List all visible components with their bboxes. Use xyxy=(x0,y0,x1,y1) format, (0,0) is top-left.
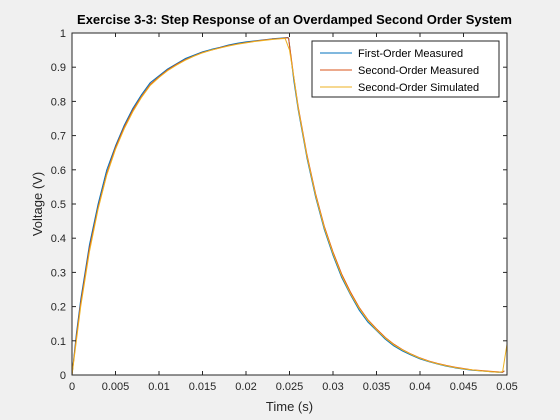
y-axis-label: Voltage (V) xyxy=(30,172,45,236)
y-tick-label: 0.1 xyxy=(51,336,66,348)
x-tick-label: 0.02 xyxy=(235,381,256,393)
x-tick-label: 0.045 xyxy=(450,381,478,393)
legend-box xyxy=(311,40,500,98)
x-tick-label: 0.05 xyxy=(496,381,517,393)
y-tick-label: 0.8 xyxy=(51,96,66,108)
x-tick-label: 0.025 xyxy=(276,381,304,393)
chart-title: Exercise 3-3: Step Response of an Overda… xyxy=(77,12,512,27)
legend-entry-second-order-measured: Second-Order Measured xyxy=(358,65,479,77)
x-tick-label: 0.03 xyxy=(322,381,343,393)
y-tick-label: 0.6 xyxy=(51,165,66,177)
y-tick-label: 0 xyxy=(60,370,66,382)
x-axis-label: Time (s) xyxy=(266,399,313,414)
y-tick-label: 0.9 xyxy=(51,62,66,74)
x-tick-label: 0.01 xyxy=(148,381,169,393)
legend-entry-second-order-simulated: Second-Order Simulated xyxy=(358,82,479,94)
ticks-layer: 0 0.005 0.01 0.015 0.02 0.025 0.03 0.035 0.04 0.0… xyxy=(51,28,518,393)
y-tick-label: 0.3 xyxy=(51,267,66,279)
y-tick-label: 1 xyxy=(60,28,66,40)
series-layer xyxy=(71,36,508,376)
legend: First-Order Measured Second-Order Measur… xyxy=(311,40,500,98)
x-tick-label: 0.005 xyxy=(102,381,130,393)
series-line-second-order-simulated xyxy=(71,37,508,376)
y-tick-label: 0.5 xyxy=(51,199,66,211)
y-tick-label: 0.4 xyxy=(51,233,66,245)
y-tick-label: 0.2 xyxy=(51,302,66,314)
x-tick-label: 0.04 xyxy=(409,381,430,393)
x-tick-label: 0 xyxy=(69,381,75,393)
legend-entry-first-order-measured: First-Order Measured xyxy=(358,48,463,60)
x-tick-label: 0.035 xyxy=(363,381,391,393)
x-tick-label: 0.015 xyxy=(189,381,217,393)
y-tick-label: 0.7 xyxy=(51,131,66,143)
